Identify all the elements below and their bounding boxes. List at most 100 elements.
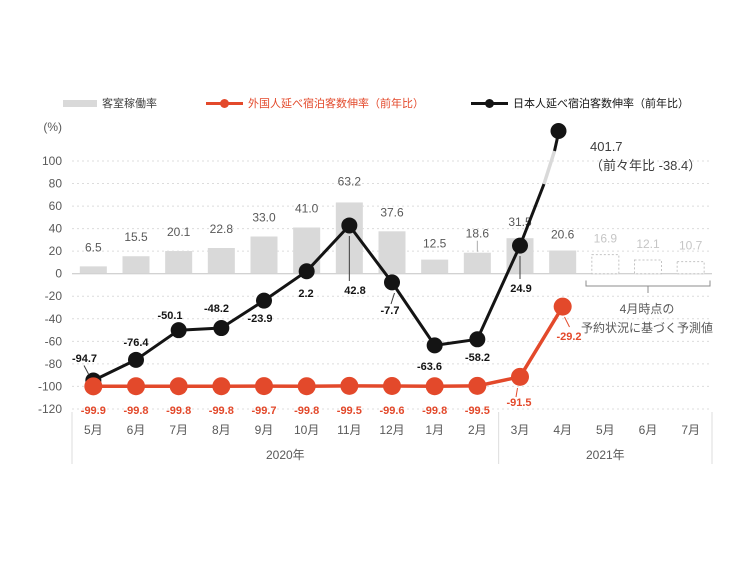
y-axis-labels: 100 80 60 40 20 0 -20 -40 -60 -80 -100 -120	[38, 154, 62, 416]
occupancy-bar	[165, 251, 193, 274]
forecast-bar	[634, 259, 662, 275]
svg-text:40: 40	[49, 222, 63, 236]
svg-text:-7.7: -7.7	[381, 305, 400, 317]
svg-text:5月: 5月	[84, 423, 103, 437]
japanese-guests-point	[512, 237, 528, 254]
foreign-guests-point	[297, 377, 316, 396]
svg-text:-120: -120	[38, 402, 62, 416]
japanese-guests-line	[85, 123, 567, 389]
forecast-note-line1: 4月時点の	[619, 302, 675, 316]
svg-text:100: 100	[42, 154, 62, 168]
legend-item-foreign-guests[interactable]: 外国人延べ宿泊客数伸率（前年比）	[206, 95, 424, 111]
foreign-guests-point	[425, 377, 444, 396]
svg-text:22.8: 22.8	[210, 222, 234, 236]
year-group-label: 2021年	[586, 448, 625, 462]
svg-text:-29.2: -29.2	[556, 331, 581, 343]
occupancy-bar	[378, 231, 406, 274]
forecast-note-line2: 予約状況に基づく予測値	[580, 321, 713, 335]
svg-text:6月: 6月	[127, 423, 146, 437]
svg-text:4月: 4月	[553, 423, 572, 437]
svg-text:6月: 6月	[639, 423, 658, 437]
foreign-guests-value-labels: -99.9 -99.8 -99.8 -99.8 -99.7 -99.8 -99.5 -99.6…	[81, 316, 582, 417]
svg-text:7月: 7月	[169, 423, 188, 437]
svg-text:2.2: 2.2	[298, 288, 313, 300]
legend-item-occupancy[interactable]: 客室稼働率	[63, 95, 157, 111]
svg-text:-94.7: -94.7	[72, 353, 97, 365]
svg-text:-99.8: -99.8	[166, 405, 191, 417]
svg-text:80: 80	[49, 177, 63, 191]
japanese-guests-point	[213, 320, 230, 337]
japanese-guests-point	[469, 331, 486, 348]
svg-text:-99.8: -99.8	[209, 405, 234, 417]
svg-text:-99.8: -99.8	[294, 405, 319, 417]
foreign-guests-point	[553, 297, 572, 316]
svg-text:-60: -60	[45, 334, 63, 348]
japanese-guests-point	[128, 351, 144, 368]
peak-value-label: 401.7	[590, 139, 623, 154]
svg-text:42.8: 42.8	[344, 285, 365, 297]
y-axis-unit-label: (%)	[43, 120, 62, 134]
forecast-bar	[591, 254, 620, 275]
svg-text:63.2: 63.2	[338, 174, 362, 188]
svg-text:10.7: 10.7	[679, 239, 703, 253]
occupancy-bar	[250, 236, 278, 274]
legend-item-japanese-guests[interactable]: 日本人延べ宿泊客数伸率（前年比）	[471, 95, 689, 111]
svg-text:-40: -40	[45, 312, 63, 326]
foreign-guests-point	[169, 377, 188, 396]
foreign-guests-point	[127, 377, 145, 396]
japanese-guests-point	[384, 274, 400, 291]
peak-note-label: （前々年比 -38.4）	[590, 158, 702, 173]
svg-text:6.5: 6.5	[85, 240, 102, 254]
svg-text:-80: -80	[45, 357, 63, 371]
svg-text:18.6: 18.6	[466, 227, 490, 241]
foreign-guests-point	[340, 376, 359, 395]
occupancy-bar	[549, 250, 577, 274]
svg-text:-99.8: -99.8	[123, 405, 148, 417]
foreign-guests-point	[468, 376, 487, 395]
svg-text:-99.5: -99.5	[337, 405, 362, 417]
svg-text:1月: 1月	[425, 423, 444, 437]
foreign-line-swatch-icon	[206, 98, 243, 108]
japanese-guests-point	[426, 337, 443, 354]
svg-text:20: 20	[49, 244, 63, 258]
svg-text:12.1: 12.1	[636, 237, 660, 251]
svg-text:15.5: 15.5	[124, 230, 148, 244]
occupancy-bar	[207, 247, 235, 274]
foreign-guests-line	[84, 297, 572, 396]
bar-value-labels: 6.5 15.5 20.1 22.8 33.0 41.0 63.2 37.6 12.5 18.6 3…	[85, 174, 703, 254]
svg-text:2月: 2月	[468, 423, 487, 437]
svg-text:8月: 8月	[212, 423, 231, 437]
svg-text:-48.2: -48.2	[204, 303, 229, 315]
occupancy-bar	[122, 256, 150, 274]
x-axis-box	[71, 412, 713, 464]
svg-text:12.5: 12.5	[423, 237, 447, 251]
forecast-bar	[676, 261, 705, 275]
x-axis-labels: 5月 6月 7月 8月 9月 10月 11月 12月 1月 2月 3月 4月 5月 6月 7月 2020年 20…	[84, 423, 700, 462]
forecast-note: 4月時点の 予約状況に基づく予測値	[561, 300, 733, 338]
svg-text:12月: 12月	[379, 423, 404, 437]
svg-text:10月: 10月	[294, 423, 319, 437]
legend-label-foreign-guests: 外国人延べ宿泊客数伸率（前年比）	[248, 98, 424, 110]
occupancy-bar	[79, 266, 107, 274]
foreign-guests-point	[511, 367, 529, 386]
japanese-guests-value-labels: -94.7 -76.4 -50.1 -48.2 -23.9 2.2 42.8 -7.7 -63.…	[72, 236, 532, 375]
svg-text:-63.6: -63.6	[417, 361, 442, 373]
svg-text:3月: 3月	[511, 423, 530, 437]
svg-text:-99.9: -99.9	[81, 405, 106, 417]
forecast-bracket	[585, 280, 711, 293]
foreign-guests-point	[383, 376, 401, 395]
svg-text:11月: 11月	[337, 423, 361, 437]
svg-text:-99.6: -99.6	[379, 405, 404, 417]
svg-text:-99.8: -99.8	[422, 405, 447, 417]
svg-text:-50.1: -50.1	[157, 310, 182, 322]
svg-text:-99.7: -99.7	[251, 405, 276, 417]
svg-text:0: 0	[55, 267, 62, 281]
svg-text:24.9: 24.9	[510, 283, 531, 295]
year-group-label: 2020年	[266, 448, 305, 462]
occupancy-bar-swatch-icon	[63, 99, 97, 107]
foreign-guests-point	[212, 377, 231, 396]
occupancy-bar	[421, 259, 449, 274]
svg-text:60: 60	[49, 199, 63, 213]
peak-annotation: 401.7 （前々年比 -38.4）	[590, 137, 701, 175]
